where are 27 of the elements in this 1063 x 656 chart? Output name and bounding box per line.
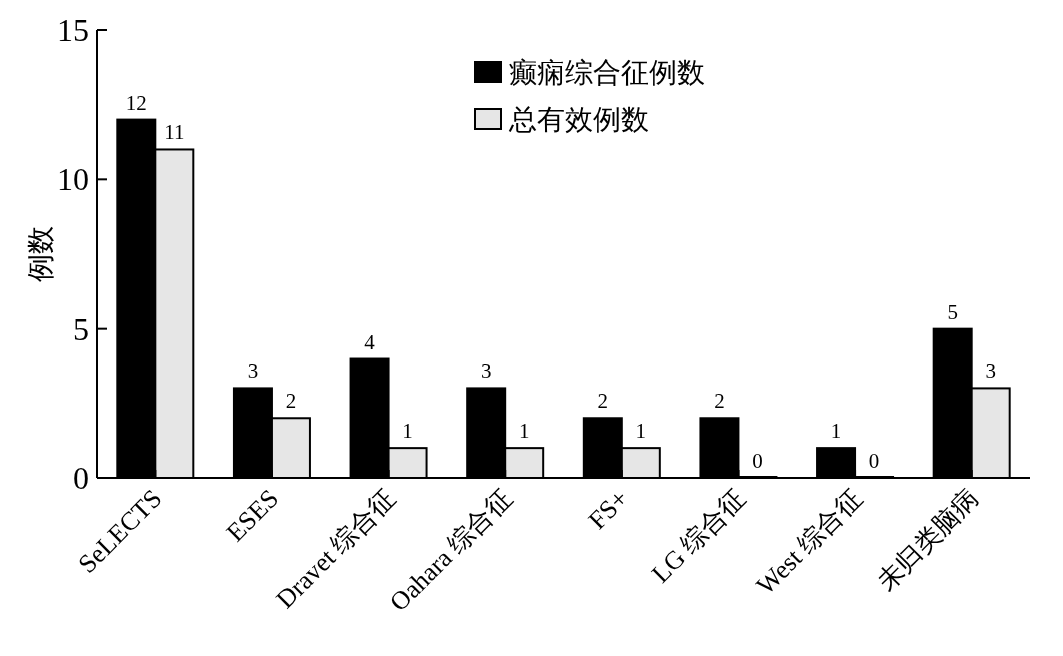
data-label: 12 xyxy=(125,90,147,115)
data-label: 5 xyxy=(947,299,958,324)
data-label: 11 xyxy=(164,120,185,145)
legend-label: 癫痫综合征例数 xyxy=(509,57,705,88)
y-tick-label: 10 xyxy=(57,161,89,198)
data-label: 2 xyxy=(714,389,725,414)
data-label: 3 xyxy=(985,359,996,384)
data-label: 1 xyxy=(830,419,842,444)
x-tick-label: FS+ xyxy=(582,483,635,536)
x-tick-label: West 综合征 xyxy=(750,483,868,601)
y-tick-label: 0 xyxy=(73,460,89,496)
x-tick-label: 未归类脑病 xyxy=(871,483,984,597)
data-label: 0 xyxy=(752,449,763,473)
data-label: 1 xyxy=(518,419,530,444)
y-tick-label: 5 xyxy=(73,310,89,347)
data-label: 3 xyxy=(247,359,259,384)
y-tick-label: 15 xyxy=(57,12,89,48)
x-tick-label: LG 综合征 xyxy=(645,483,751,589)
data-label: 2 xyxy=(597,389,609,414)
y-axis-title: 例数 xyxy=(25,226,56,282)
legend-label: 总有效例数 xyxy=(508,104,649,135)
data-label: 1 xyxy=(402,419,413,444)
data-label: 4 xyxy=(364,329,376,354)
data-label: 1 xyxy=(635,419,647,444)
data-label: 2 xyxy=(285,389,297,414)
data-label: 0 xyxy=(868,449,880,473)
data-label: 3 xyxy=(480,359,492,384)
